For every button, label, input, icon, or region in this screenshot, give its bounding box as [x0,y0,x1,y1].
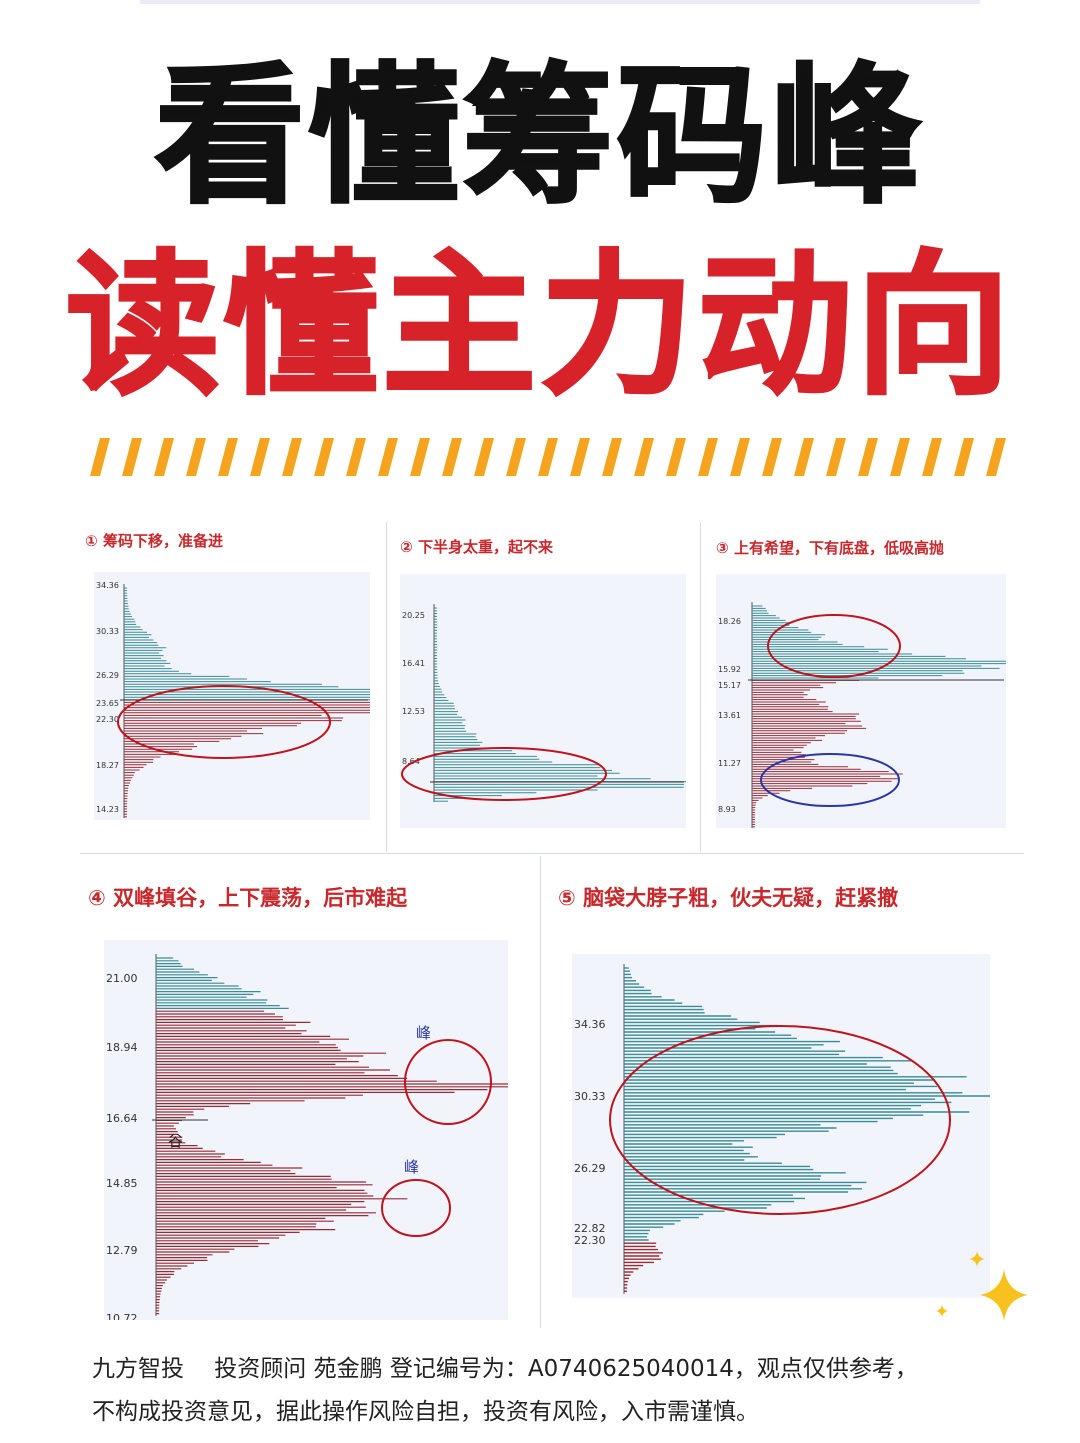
chart-3: 18.26 15.92 15.17 13.61 11.27 8.93 [716,574,1006,828]
tick-label: 11.27 [718,759,741,768]
tick-label: 20.25 [402,611,425,620]
tick-label: 14.85 [106,1177,138,1190]
tick-label: 18.94 [106,1041,138,1054]
stripe-segment [538,438,558,476]
highlight-circle [609,1025,951,1215]
tick-label: 18.27 [96,761,119,770]
stripe-segment [410,438,430,476]
tick-label: 30.33 [574,1090,606,1103]
sparkle-icon [936,1251,1028,1321]
tick-label: 26.29 [96,671,119,680]
panel-3-title: ③ 上有希望，下有底盘，低吸高抛 [716,537,944,558]
tick-label: 23.65 [96,699,119,708]
stripe-segment [506,438,526,476]
footer-line-2: 不构成投资意见，据此操作风险自担，投资有风险，入市需谨慎。 [92,1399,759,1425]
tick-label: 15.92 [718,665,741,674]
chart-5: 34.36 30.33 26.29 22.82 22.30 [572,954,990,1298]
panel-1-number: ① [85,532,98,550]
stripe-segment [570,438,590,476]
tick-label: 8.64 [402,757,420,766]
panel-4-title: ④ 双峰填谷，上下震荡，后市难起 [88,882,407,912]
stripe-segment [762,438,782,476]
tick-label: 16.64 [106,1112,138,1125]
stripe-segment [154,438,174,476]
stripe-segment [954,438,974,476]
tick-label: 14.23 [96,805,119,814]
highlight-circle [760,753,900,807]
highlight-circle [381,1179,451,1237]
stripe-segment [186,438,206,476]
title-line-1: 看懂筹码峰 [153,50,925,224]
highlight-circle [401,747,607,801]
tick-label: 26.29 [574,1162,606,1175]
stripe-segment [474,438,494,476]
panel-4-label: 双峰填谷，上下震荡，后市难起 [113,886,408,910]
stripe-segment [378,438,398,476]
divider [386,522,387,852]
panel-3-number: ③ [716,539,729,557]
stripe-segment [794,438,814,476]
stripe-segment [730,438,750,476]
tick-label: 22.30 [574,1234,606,1247]
tick-label: 18.26 [718,617,741,626]
divider [540,856,541,1328]
panel-5-label: 脑袋大脖子粗，伙夫无疑，赶紧撤 [583,886,899,910]
stripe-segment [698,438,718,476]
panel-5-number: ⑤ [558,886,576,910]
panel-3-label: 上有希望，下有底盘，低吸高抛 [733,539,944,557]
stripe-segment [314,438,334,476]
top-border [140,0,980,4]
panel-2-label: 下半身太重，起不来 [417,538,553,556]
stripe-segment [890,438,910,476]
chart-4: 21.00 18.94 16.64 14.85 12.79 10.72 峰谷峰 [104,940,508,1320]
stripe-segment [666,438,686,476]
highlight-circle [767,614,901,678]
stripe-segment [442,438,462,476]
tick-label: 21.00 [106,972,138,985]
peak-label: 峰 [416,1024,431,1042]
tick-label: 34.36 [96,581,119,590]
stripe-segment [826,438,846,476]
tick-label: 22.30 [96,715,119,724]
panel-1-label: 筹码下移，准备进 [102,532,223,550]
stripe-segment [858,438,878,476]
divider [700,522,701,852]
peak-label: 峰 [404,1158,419,1176]
stripe-segment [922,438,942,476]
title-line-2: 读懂主力动向 [64,237,1014,416]
tick-label: 8.93 [718,805,736,814]
tick-label: 15.17 [718,681,741,690]
tick-label: 34.36 [574,1018,606,1031]
tick-label: 22.82 [574,1222,606,1235]
footer-line-1: 九方智投 投资顾问 苑金鹏 登记编号为：A0740625040014，观点仅供参… [92,1356,918,1382]
panel-2-number: ② [400,538,413,556]
stripe-segment [602,438,622,476]
hazard-stripe [90,438,1006,476]
stripe-segment [122,438,142,476]
stripe-segment [218,438,238,476]
tick-label: 30.33 [96,627,119,636]
stripe-segment [346,438,366,476]
tick-label: 12.53 [402,707,425,716]
valley-label: 谷 [168,1132,183,1150]
highlight-circle [404,1039,492,1125]
highlight-circle [117,685,331,759]
tick-label: 12.79 [106,1244,138,1257]
tick-label: 13.61 [718,711,741,720]
tick-label: 16.41 [402,659,425,668]
stripe-segment [986,438,1006,476]
panel-1-title: ① 筹码下移，准备进 [85,530,223,551]
divider [80,853,1024,854]
tick-label: 10.72 [106,1312,138,1320]
chart-2: 20.25 16.41 12.53 8.64 [400,574,686,828]
panel-2-title: ② 下半身太重，起不来 [400,536,553,557]
panel-5-title: ⑤ 脑袋大脖子粗，伙夫无疑，赶紧撤 [558,882,898,912]
stripe-segment [90,438,110,476]
stripe-segment [282,438,302,476]
stripe-segment [250,438,270,476]
panel-4-number: ④ [88,886,106,910]
chart-1: 34.36 30.33 26.29 23.65 22.30 18.27 14.23 [94,572,370,820]
stripe-segment [634,438,654,476]
